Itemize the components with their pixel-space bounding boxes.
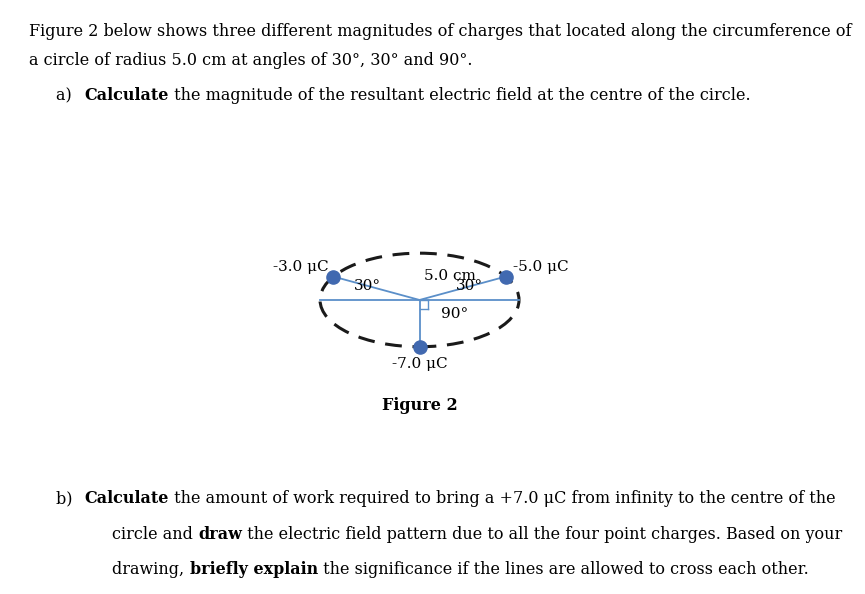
Text: -3.0 μC: -3.0 μC xyxy=(273,260,329,274)
Text: 30°: 30° xyxy=(355,279,381,293)
Text: Figure 2 below shows three different magnitudes of charges that located along th: Figure 2 below shows three different mag… xyxy=(29,23,851,40)
Text: Figure 2: Figure 2 xyxy=(381,397,458,414)
Text: the magnitude of the resultant electric field at the centre of the circle.: the magnitude of the resultant electric … xyxy=(170,87,751,105)
Text: 90°: 90° xyxy=(441,307,469,321)
Text: the significance if the lines are allowed to cross each other.: the significance if the lines are allowe… xyxy=(318,561,809,579)
Point xyxy=(499,272,513,282)
Text: a circle of radius 5.0 cm at angles of 30°, 30° and 90°.: a circle of radius 5.0 cm at angles of 3… xyxy=(29,52,472,69)
Text: circle and: circle and xyxy=(112,526,198,543)
Text: draw: draw xyxy=(198,526,242,543)
Text: 30°: 30° xyxy=(456,279,483,293)
Text: b): b) xyxy=(56,490,78,507)
Text: Calculate: Calculate xyxy=(85,87,170,105)
Text: 5.0 cm: 5.0 cm xyxy=(424,268,476,283)
Text: -7.0 μC: -7.0 μC xyxy=(392,358,447,371)
Text: the electric field pattern due to all the four point charges. Based on your: the electric field pattern due to all th… xyxy=(242,526,843,543)
Text: a): a) xyxy=(56,87,77,105)
Text: the amount of work required to bring a +7.0 μC from infinity to the centre of th: the amount of work required to bring a +… xyxy=(170,490,836,507)
Text: drawing,: drawing, xyxy=(112,561,189,579)
Text: Calculate: Calculate xyxy=(85,490,170,507)
Point xyxy=(413,342,426,352)
Text: briefly explain: briefly explain xyxy=(189,561,318,579)
Point xyxy=(326,272,340,282)
Text: -5.0 μC: -5.0 μC xyxy=(513,260,568,274)
